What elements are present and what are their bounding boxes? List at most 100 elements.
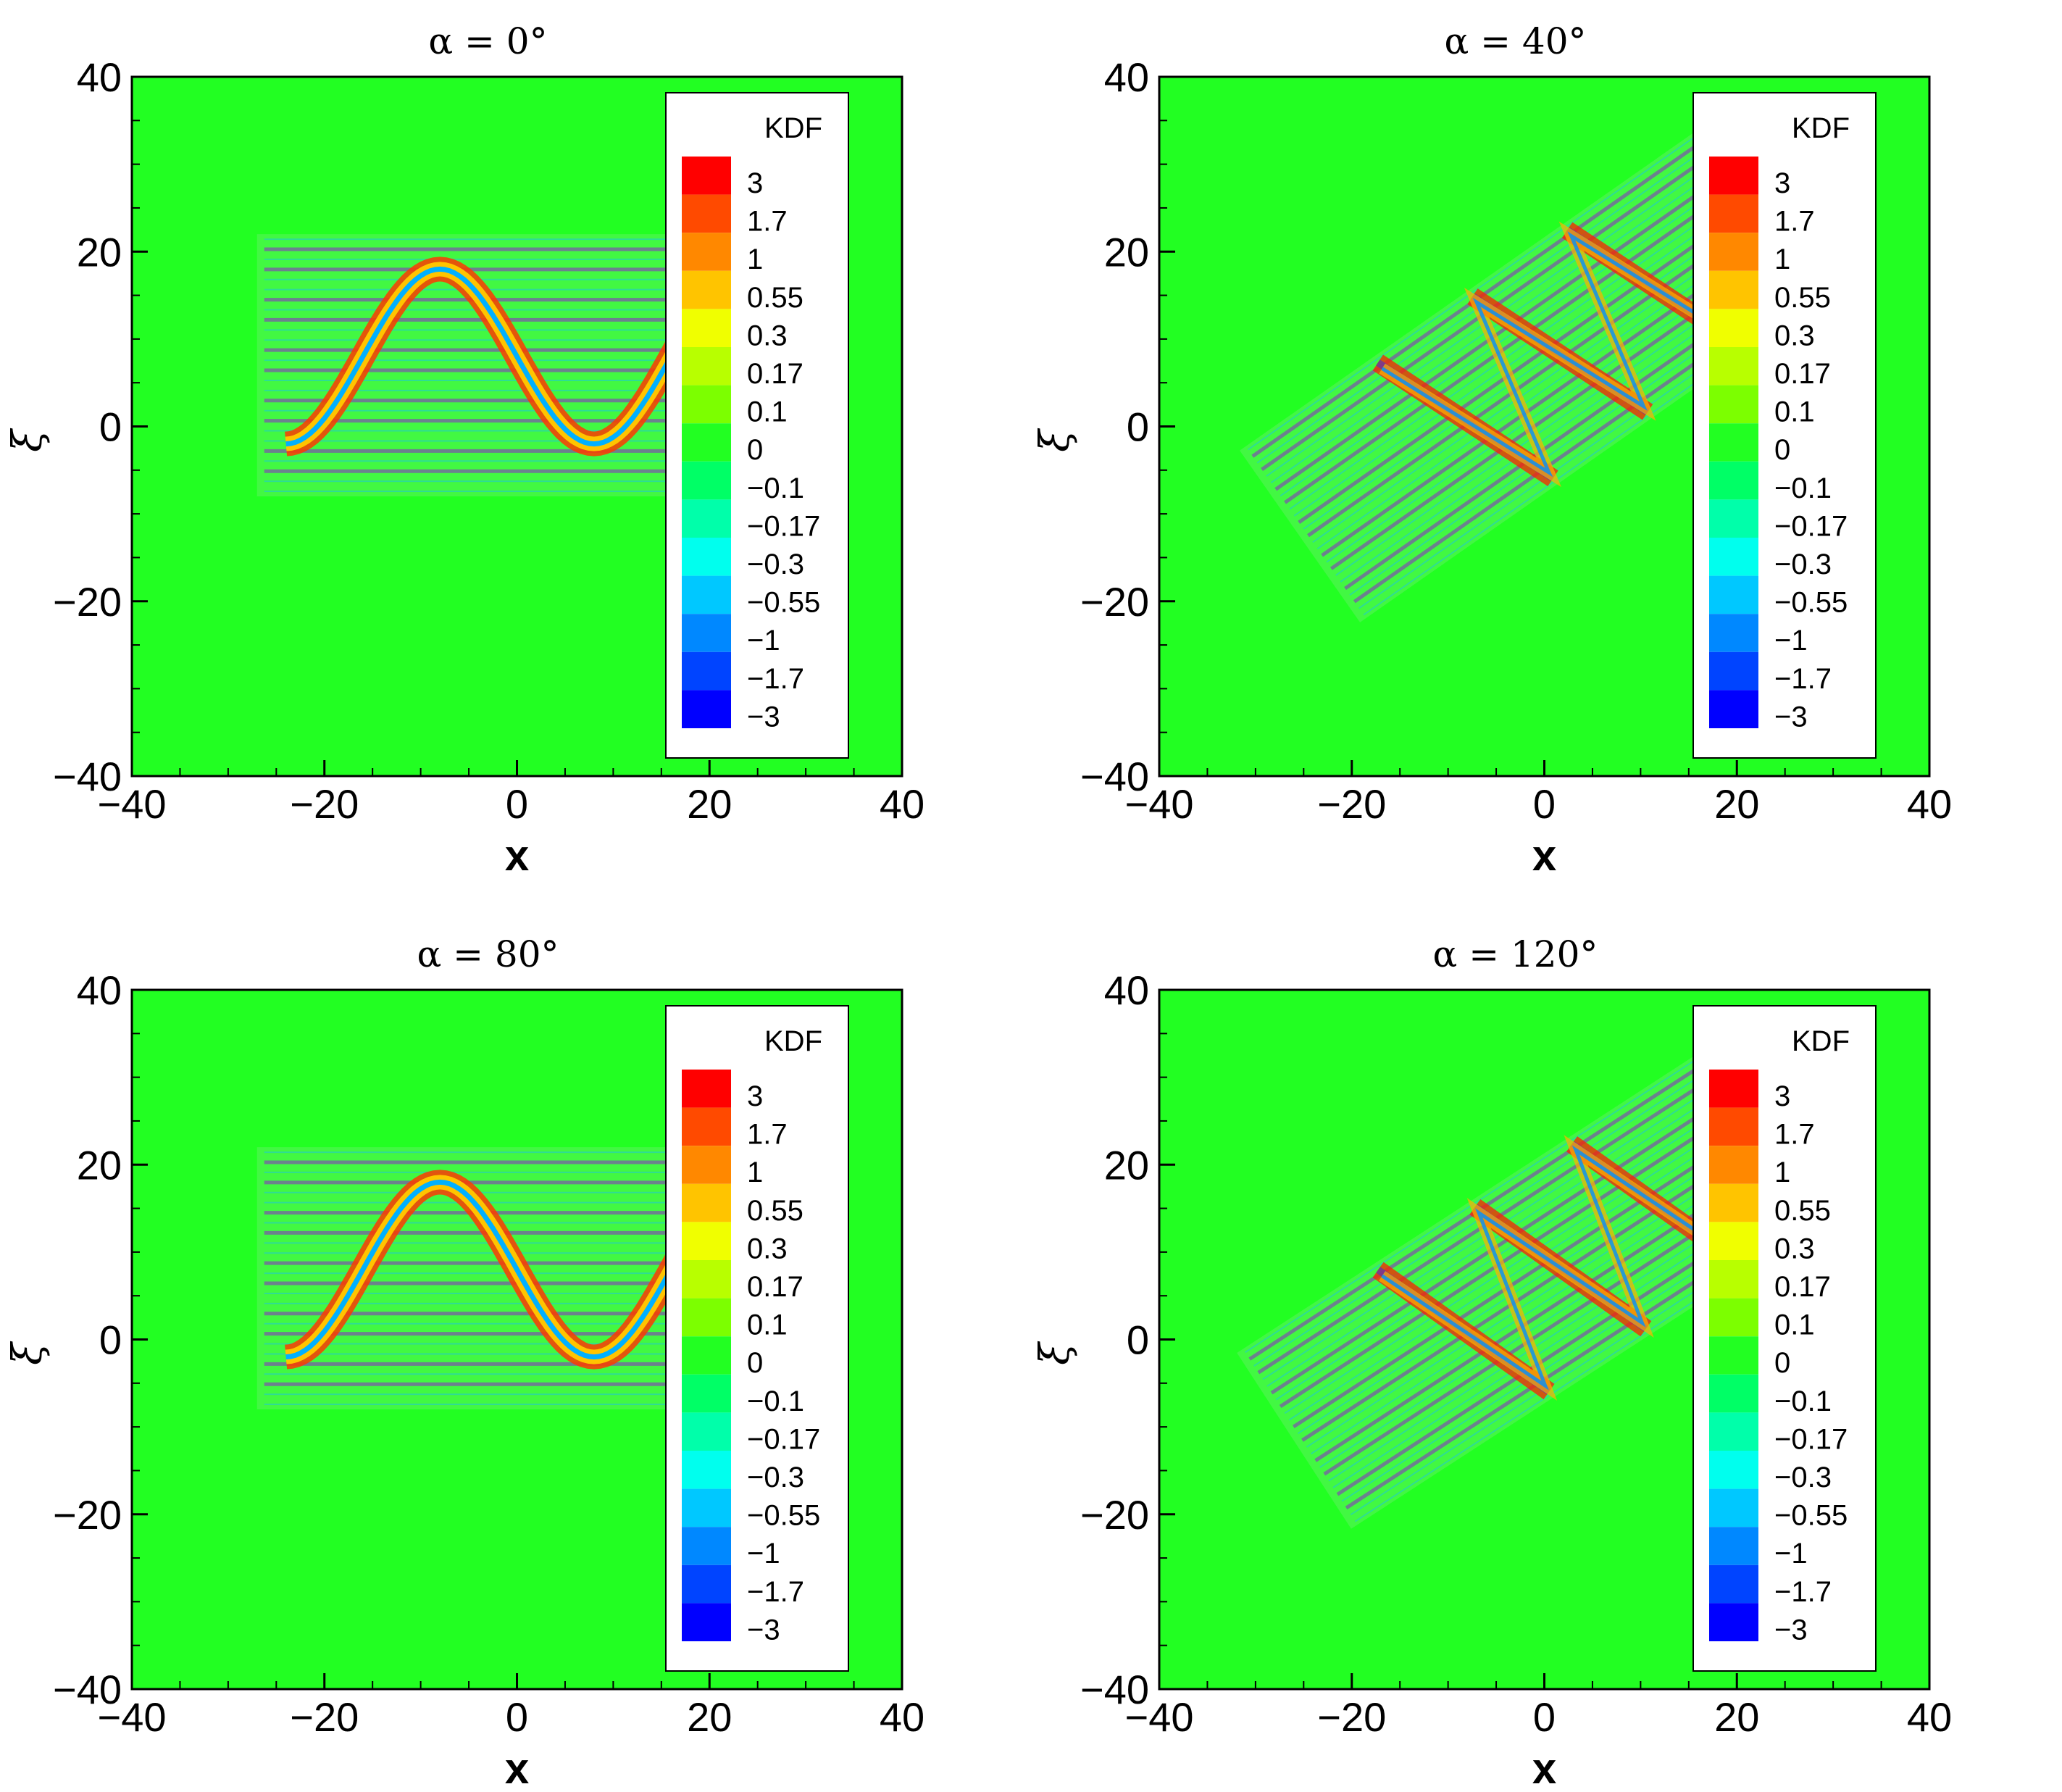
- x-tick-label: 0: [506, 781, 528, 827]
- x-axis-label: x: [505, 831, 529, 880]
- y-axis-label: ξ: [1032, 428, 1079, 452]
- legend-label: 0.55: [1774, 282, 1831, 314]
- streak-line: [1245, 1034, 1735, 1354]
- x-axis-label: x: [1532, 831, 1556, 880]
- legend-label: −0.55: [1774, 1500, 1848, 1532]
- legend-label: 1: [747, 1157, 763, 1188]
- y-tick-label: −40: [53, 1667, 122, 1712]
- legend-label: −0.3: [747, 1462, 804, 1493]
- legend-swatch: [1709, 1260, 1758, 1299]
- legend-swatch: [682, 270, 731, 309]
- y-tick-label: 0: [99, 404, 122, 450]
- legend-label: 0.3: [1774, 320, 1815, 351]
- legend-swatch: [1709, 233, 1758, 271]
- x-tick-label: −40: [98, 1694, 167, 1740]
- legend-label: −0.17: [747, 510, 820, 542]
- panel-title: α = 40°: [1444, 20, 1586, 62]
- legend-label: 0.17: [747, 358, 803, 390]
- streak-line: [1251, 120, 1731, 458]
- legend-label: 0: [1774, 1347, 1790, 1379]
- legend-swatch: [682, 1451, 731, 1489]
- zigzag-core: [1381, 231, 1740, 478]
- legend-label: −1: [747, 625, 780, 657]
- legend-label: −0.55: [747, 1500, 820, 1532]
- legend-label: 1: [747, 243, 763, 275]
- legend-title: KDF: [764, 1025, 822, 1057]
- legend-swatch: [682, 194, 731, 233]
- legend-label: 3: [1774, 167, 1790, 199]
- y-tick-label: 20: [1104, 229, 1149, 275]
- streak-line: [1248, 1040, 1740, 1361]
- legend-label: 0.3: [747, 320, 788, 351]
- legend-swatch: [1709, 347, 1758, 386]
- legend-label: −0.3: [1774, 549, 1832, 580]
- legend-title: KDF: [1792, 112, 1850, 144]
- streak-line: [1261, 133, 1740, 471]
- legend-swatch: [682, 309, 731, 347]
- legend-label: −0.17: [1774, 510, 1848, 542]
- legend-label: 3: [747, 1080, 763, 1112]
- legend-label: 0.1: [747, 396, 788, 428]
- legend-label: −1.7: [1774, 663, 1832, 695]
- x-tick-label: 0: [1533, 1694, 1556, 1740]
- legend-swatch: [1709, 1336, 1758, 1375]
- legend-swatch: [1709, 1527, 1758, 1565]
- x-tick-label: −20: [290, 1694, 359, 1740]
- legend-label: −0.1: [747, 472, 804, 504]
- y-axis-label: ξ: [4, 1341, 51, 1365]
- legend-swatch: [682, 1488, 731, 1528]
- legend-swatch: [1709, 1488, 1758, 1528]
- legend-label: −3: [1774, 701, 1808, 733]
- legend-swatch: [682, 1603, 731, 1641]
- x-tick-label: 40: [1907, 1694, 1952, 1740]
- y-tick-label: −20: [1080, 579, 1149, 625]
- legend-label: −0.1: [1774, 472, 1832, 504]
- y-tick-label: −40: [1080, 1667, 1149, 1712]
- x-tick-label: 20: [687, 1694, 732, 1740]
- y-tick-label: 40: [77, 967, 122, 1013]
- y-tick-label: 20: [1104, 1142, 1149, 1188]
- x-tick-label: −40: [1125, 1694, 1194, 1740]
- legend-swatch: [1709, 1412, 1758, 1451]
- legend-label: 3: [1774, 1080, 1790, 1112]
- x-tick-label: 0: [1533, 781, 1556, 827]
- legend-label: 0.55: [747, 1195, 803, 1227]
- legend-label: −1.7: [1774, 1576, 1832, 1608]
- legend-swatch: [682, 575, 731, 614]
- y-axis-label: ξ: [4, 428, 51, 452]
- y-tick-label: 20: [77, 229, 122, 275]
- y-tick-label: 0: [1127, 404, 1149, 450]
- legend-swatch: [682, 1374, 731, 1413]
- x-tick-label: 0: [506, 1694, 528, 1740]
- legend-swatch: [682, 690, 731, 728]
- streak-line: [1253, 1048, 1743, 1367]
- streak-line: [1247, 114, 1726, 451]
- legend-label: 0.17: [747, 1271, 803, 1303]
- y-tick-label: 40: [77, 54, 122, 100]
- legend-label: −0.3: [747, 549, 804, 580]
- legend-label: 0.3: [1774, 1233, 1815, 1264]
- legend-label: −1.7: [747, 663, 804, 695]
- legend-swatch: [1709, 1107, 1758, 1146]
- legend-label: 1.7: [747, 206, 788, 238]
- legend-swatch: [1709, 1298, 1758, 1337]
- legend-label: −0.17: [747, 1423, 820, 1455]
- legend-label: −3: [747, 701, 780, 733]
- legend-swatch: [1709, 309, 1758, 347]
- y-tick-label: 20: [77, 1142, 122, 1188]
- legend-swatch: [1709, 1451, 1758, 1489]
- legend-swatch: [682, 1222, 731, 1260]
- y-tick-label: −20: [53, 579, 122, 625]
- y-tick-label: 0: [99, 1317, 122, 1363]
- legend-swatch: [1709, 651, 1758, 691]
- legend-swatch: [682, 1183, 731, 1222]
- streak-line: [1293, 180, 1772, 517]
- x-tick-label: 20: [1714, 781, 1759, 827]
- legend-swatch: [682, 233, 731, 271]
- legend-swatch: [1709, 385, 1758, 424]
- legend-swatch: [1709, 1222, 1758, 1260]
- streak-line: [1257, 1054, 1748, 1375]
